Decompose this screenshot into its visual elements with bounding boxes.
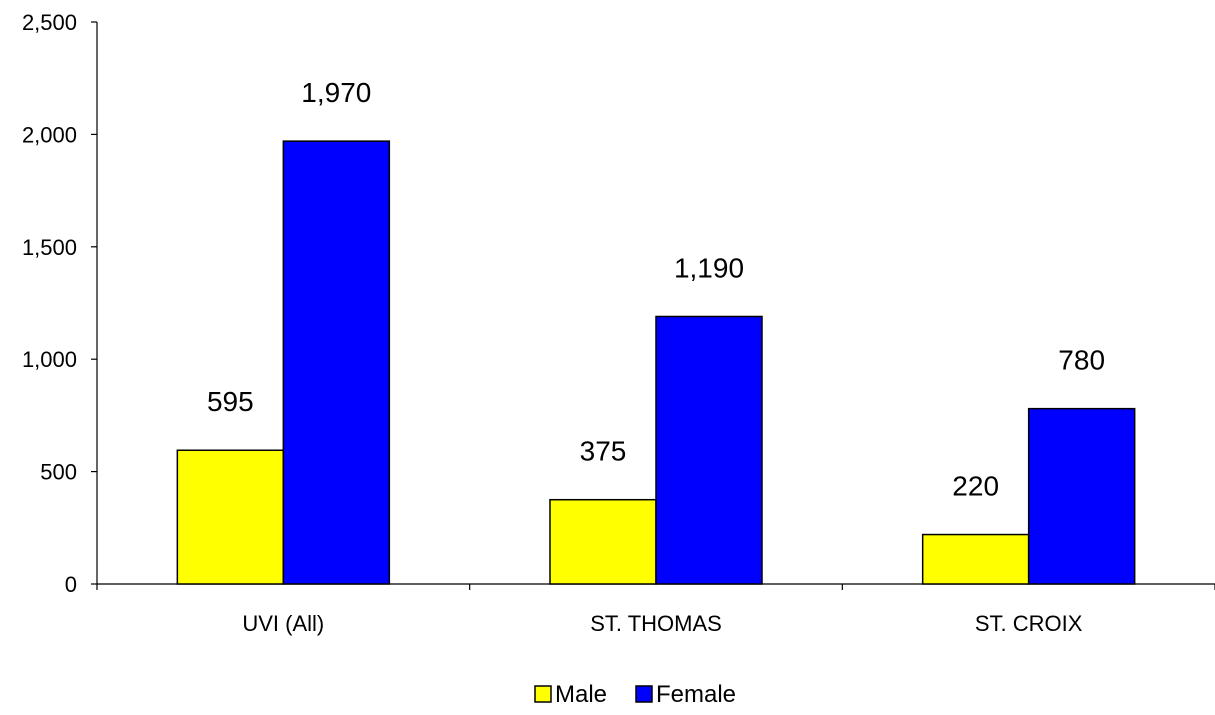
- data-label-female: 780: [1058, 345, 1105, 376]
- y-tick-label: 0: [65, 572, 77, 597]
- legend-label-male: Male: [555, 681, 607, 708]
- y-tick-label: 2,000: [22, 122, 77, 147]
- data-label-female: 1,190: [674, 252, 744, 283]
- y-tick-label: 500: [40, 460, 77, 485]
- bar-male: [549, 498, 657, 585]
- bar-female: [1027, 407, 1136, 585]
- data-labels: 595 1,970 375 1,190 220 780: [207, 77, 1105, 501]
- x-category-label: ST. THOMAS: [590, 611, 722, 636]
- bar-female: [282, 140, 391, 585]
- legend-swatch-female: [635, 685, 653, 703]
- y-tick-label: 2,500: [22, 10, 77, 35]
- legend: Male Female: [534, 681, 736, 708]
- legend-swatch-male: [534, 685, 552, 703]
- bar-male: [921, 533, 1030, 585]
- bar-female: [655, 315, 763, 585]
- data-label-female: 1,970: [301, 77, 371, 108]
- y-tick-label: 1,500: [22, 235, 77, 260]
- data-label-male: 595: [207, 386, 254, 417]
- data-label-male: 375: [580, 436, 627, 467]
- legend-label-female: Female: [656, 681, 736, 708]
- bars: [176, 140, 1136, 585]
- y-tick-label: 1,000: [22, 347, 77, 372]
- x-category-label: ST. CROIX: [975, 611, 1083, 636]
- x-category-label: UVI (All): [242, 611, 324, 636]
- data-label-male: 220: [952, 471, 999, 502]
- bar-male: [176, 449, 285, 585]
- axes: 0 500 1,000 1,500 2,000 2,500 UVI (All) ST. THO…: [22, 10, 1215, 636]
